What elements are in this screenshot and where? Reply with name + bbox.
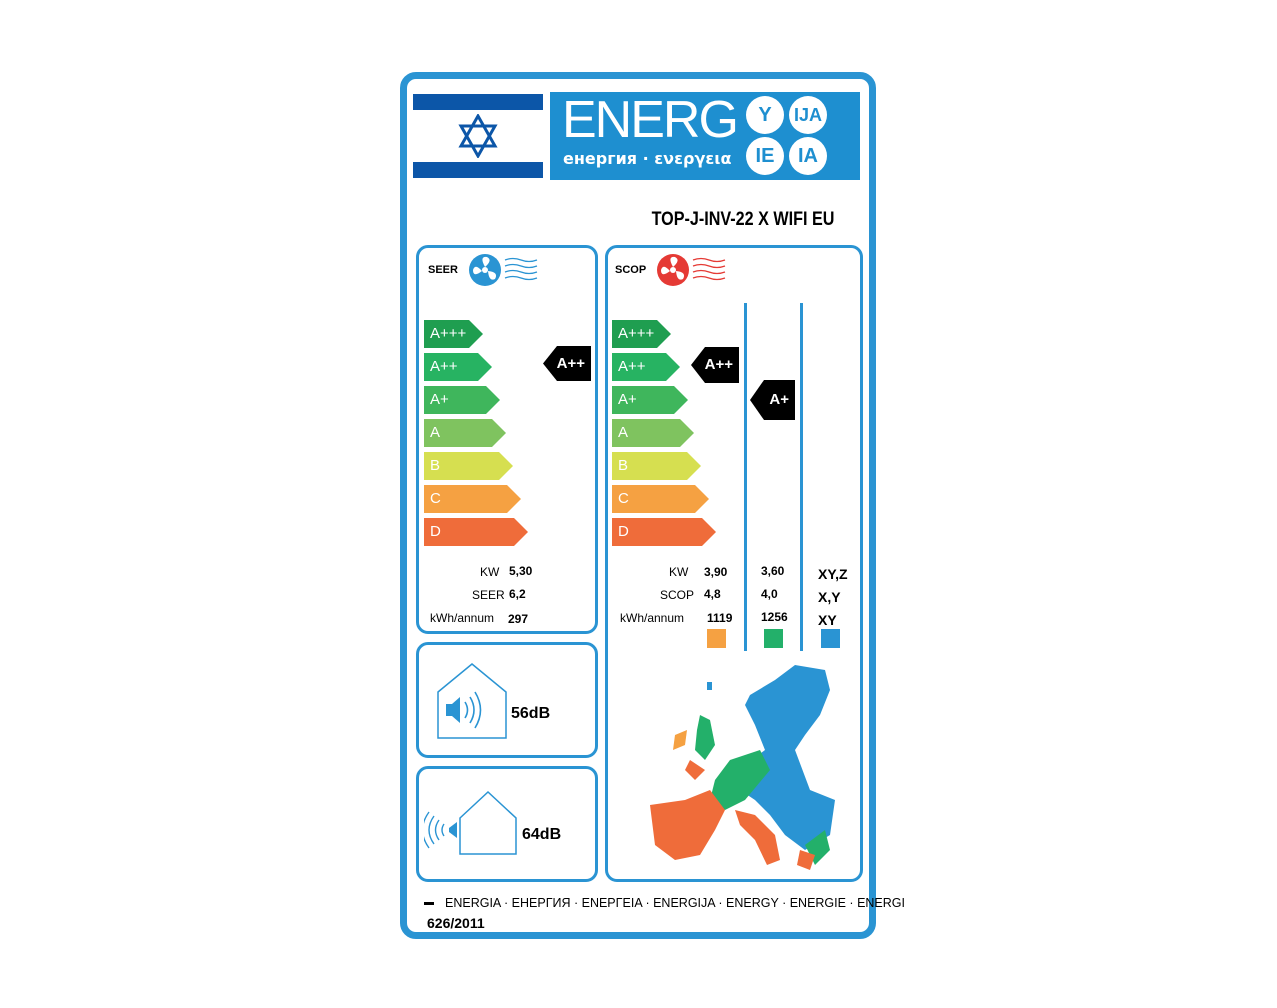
cooling-class-arrow: A bbox=[424, 419, 506, 447]
regulation-number: 626/2011 bbox=[427, 915, 485, 931]
column-divider bbox=[800, 303, 803, 651]
kwh-label: kWh/annum bbox=[430, 611, 495, 625]
suffix-badge: IA bbox=[789, 137, 827, 175]
kw-label: KW bbox=[480, 565, 500, 579]
average-zone-swatch bbox=[764, 629, 783, 648]
warm-scop: 4,8 bbox=[704, 587, 721, 601]
kw-value: 5,30 bbox=[509, 564, 533, 578]
outdoor-noise-panel bbox=[416, 766, 598, 882]
suffix-badge: Y bbox=[746, 96, 784, 134]
brand-subtitle: енергия · ενεργεια bbox=[563, 149, 732, 168]
dash-mark bbox=[424, 902, 434, 905]
cold-scop: X,Y bbox=[818, 589, 841, 605]
average-kwh: 1256 bbox=[761, 610, 788, 624]
warm-kwh: 1119 bbox=[707, 611, 733, 625]
heating-panel bbox=[605, 245, 863, 882]
fan-cool-icon bbox=[469, 254, 538, 286]
heating-class-arrow: A+++ bbox=[612, 320, 671, 348]
heating-class-arrow: D bbox=[612, 518, 716, 546]
suffix-badge: IJA bbox=[789, 96, 827, 134]
cooling-class-arrow: A+++ bbox=[424, 320, 483, 348]
scop-label: SCOP bbox=[615, 264, 647, 276]
cold-kwh: XY bbox=[818, 612, 837, 628]
heating-class-arrow: A+ bbox=[612, 386, 688, 414]
kwh-label: kWh/annum bbox=[620, 611, 685, 625]
seer-label: SEER bbox=[428, 264, 458, 276]
heating-class-arrow: B bbox=[612, 452, 701, 480]
kwh-value: 297 bbox=[508, 612, 529, 626]
heating-class-arrow: A++ bbox=[612, 353, 680, 381]
energy-logo: ENERG енергия · ενεργεια Y IJA IE IA bbox=[550, 92, 860, 180]
heating-class-arrow: A bbox=[612, 419, 694, 447]
brand-text: ENERG bbox=[562, 91, 739, 149]
cold-zone-swatch bbox=[821, 629, 840, 648]
scop-row-label: SCOP bbox=[660, 588, 695, 602]
warm-kw: 3,90 bbox=[704, 565, 728, 579]
europe-climate-map bbox=[650, 665, 835, 870]
suffix-badge: IE bbox=[746, 137, 784, 175]
seer-value: 6,2 bbox=[509, 587, 526, 601]
star-of-david-icon bbox=[458, 114, 498, 158]
seer-row-label: SEER bbox=[472, 588, 505, 602]
indoor-speaker-house-icon bbox=[437, 663, 507, 739]
indoor-noise-panel bbox=[416, 642, 598, 758]
outdoor-speaker-house-icon bbox=[424, 790, 517, 855]
column-divider bbox=[744, 303, 747, 651]
label-frame bbox=[400, 72, 876, 939]
cooling-class-arrow: B bbox=[424, 452, 513, 480]
warm-zone-swatch bbox=[707, 629, 726, 648]
outdoor-noise-value: 64dB bbox=[522, 826, 562, 843]
indoor-noise-value: 56dB bbox=[511, 705, 551, 722]
model-name: TOP-J-INV-22 X WIFI EU bbox=[651, 209, 835, 230]
footer-languages: ENERGIA · ЕНЕРГИЯ · ΕΝΕΡΓΕΙΑ · ENERGIJA … bbox=[445, 896, 905, 910]
average-scop: 4,0 bbox=[761, 587, 778, 601]
kw-label: KW bbox=[669, 565, 689, 579]
cooling-class-arrow: A+ bbox=[424, 386, 500, 414]
fan-heat-icon bbox=[657, 254, 726, 286]
cooling-class-arrow: D bbox=[424, 518, 528, 546]
heating-class-arrow: C bbox=[612, 485, 709, 513]
cooling-class-arrow: A++ bbox=[424, 353, 492, 381]
cooling-panel bbox=[416, 245, 598, 634]
average-kw: 3,60 bbox=[761, 564, 785, 578]
cold-kw: XY,Z bbox=[818, 566, 848, 582]
cooling-class-arrow: C bbox=[424, 485, 521, 513]
